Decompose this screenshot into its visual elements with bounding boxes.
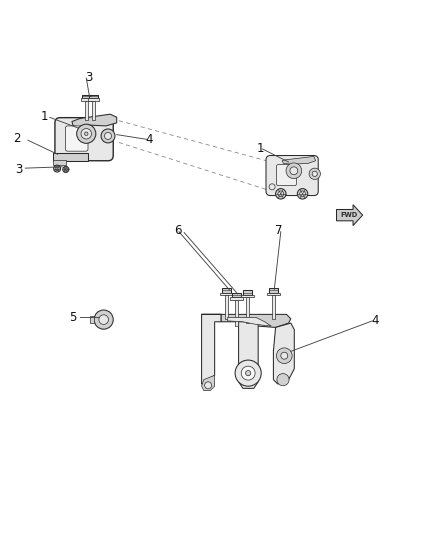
Bar [272, 295, 275, 319]
Text: 5: 5 [70, 311, 77, 324]
Bar [88, 98, 99, 101]
Circle shape [276, 189, 286, 199]
Circle shape [246, 370, 251, 376]
Polygon shape [201, 314, 291, 327]
Bar [90, 316, 94, 323]
Circle shape [85, 132, 88, 135]
Text: 6: 6 [174, 224, 181, 237]
Circle shape [64, 168, 67, 171]
Bar [222, 288, 231, 293]
Polygon shape [72, 114, 117, 127]
Bar [85, 101, 88, 120]
Bar [267, 293, 279, 295]
Circle shape [53, 165, 60, 172]
Bar [235, 300, 238, 326]
Bar [82, 94, 91, 98]
Circle shape [77, 124, 96, 143]
Bar [53, 153, 88, 161]
Bar [225, 295, 228, 319]
FancyBboxPatch shape [55, 118, 113, 161]
Circle shape [312, 171, 318, 176]
Polygon shape [201, 314, 221, 384]
FancyBboxPatch shape [276, 165, 297, 185]
FancyBboxPatch shape [65, 126, 88, 151]
Circle shape [269, 184, 275, 190]
Bar [89, 94, 98, 98]
Circle shape [81, 128, 92, 139]
Text: 7: 7 [276, 224, 283, 237]
Text: FWD: FWD [340, 212, 357, 218]
Circle shape [63, 166, 69, 173]
FancyBboxPatch shape [266, 156, 318, 196]
Bar [243, 290, 252, 295]
Bar [268, 288, 278, 293]
Circle shape [55, 167, 59, 171]
Bar [246, 297, 249, 322]
Polygon shape [336, 205, 363, 225]
Circle shape [277, 374, 289, 386]
Circle shape [290, 167, 298, 175]
Circle shape [300, 191, 305, 197]
Circle shape [297, 189, 308, 199]
Bar [232, 293, 241, 297]
Circle shape [241, 366, 255, 380]
Text: 1: 1 [41, 110, 49, 123]
Circle shape [309, 168, 321, 180]
Polygon shape [282, 156, 316, 164]
Circle shape [101, 129, 115, 143]
Circle shape [105, 133, 112, 140]
Text: 2: 2 [13, 133, 21, 146]
Text: 4: 4 [145, 133, 153, 146]
Bar [81, 98, 92, 101]
Text: 3: 3 [85, 71, 92, 84]
Polygon shape [273, 323, 294, 384]
Bar [92, 101, 95, 120]
Text: 4: 4 [371, 314, 378, 327]
Circle shape [235, 360, 261, 386]
Polygon shape [228, 318, 271, 326]
Text: 3: 3 [15, 164, 22, 176]
Bar [220, 293, 233, 295]
Circle shape [276, 348, 292, 364]
Circle shape [281, 352, 288, 359]
Bar [230, 297, 243, 300]
Bar [241, 295, 254, 297]
Text: 1: 1 [257, 142, 264, 156]
Circle shape [205, 382, 212, 389]
Circle shape [286, 163, 302, 179]
Circle shape [99, 315, 109, 325]
Circle shape [94, 310, 113, 329]
Polygon shape [239, 322, 258, 389]
Circle shape [278, 191, 284, 197]
Bar [53, 160, 66, 165]
Polygon shape [201, 375, 215, 391]
